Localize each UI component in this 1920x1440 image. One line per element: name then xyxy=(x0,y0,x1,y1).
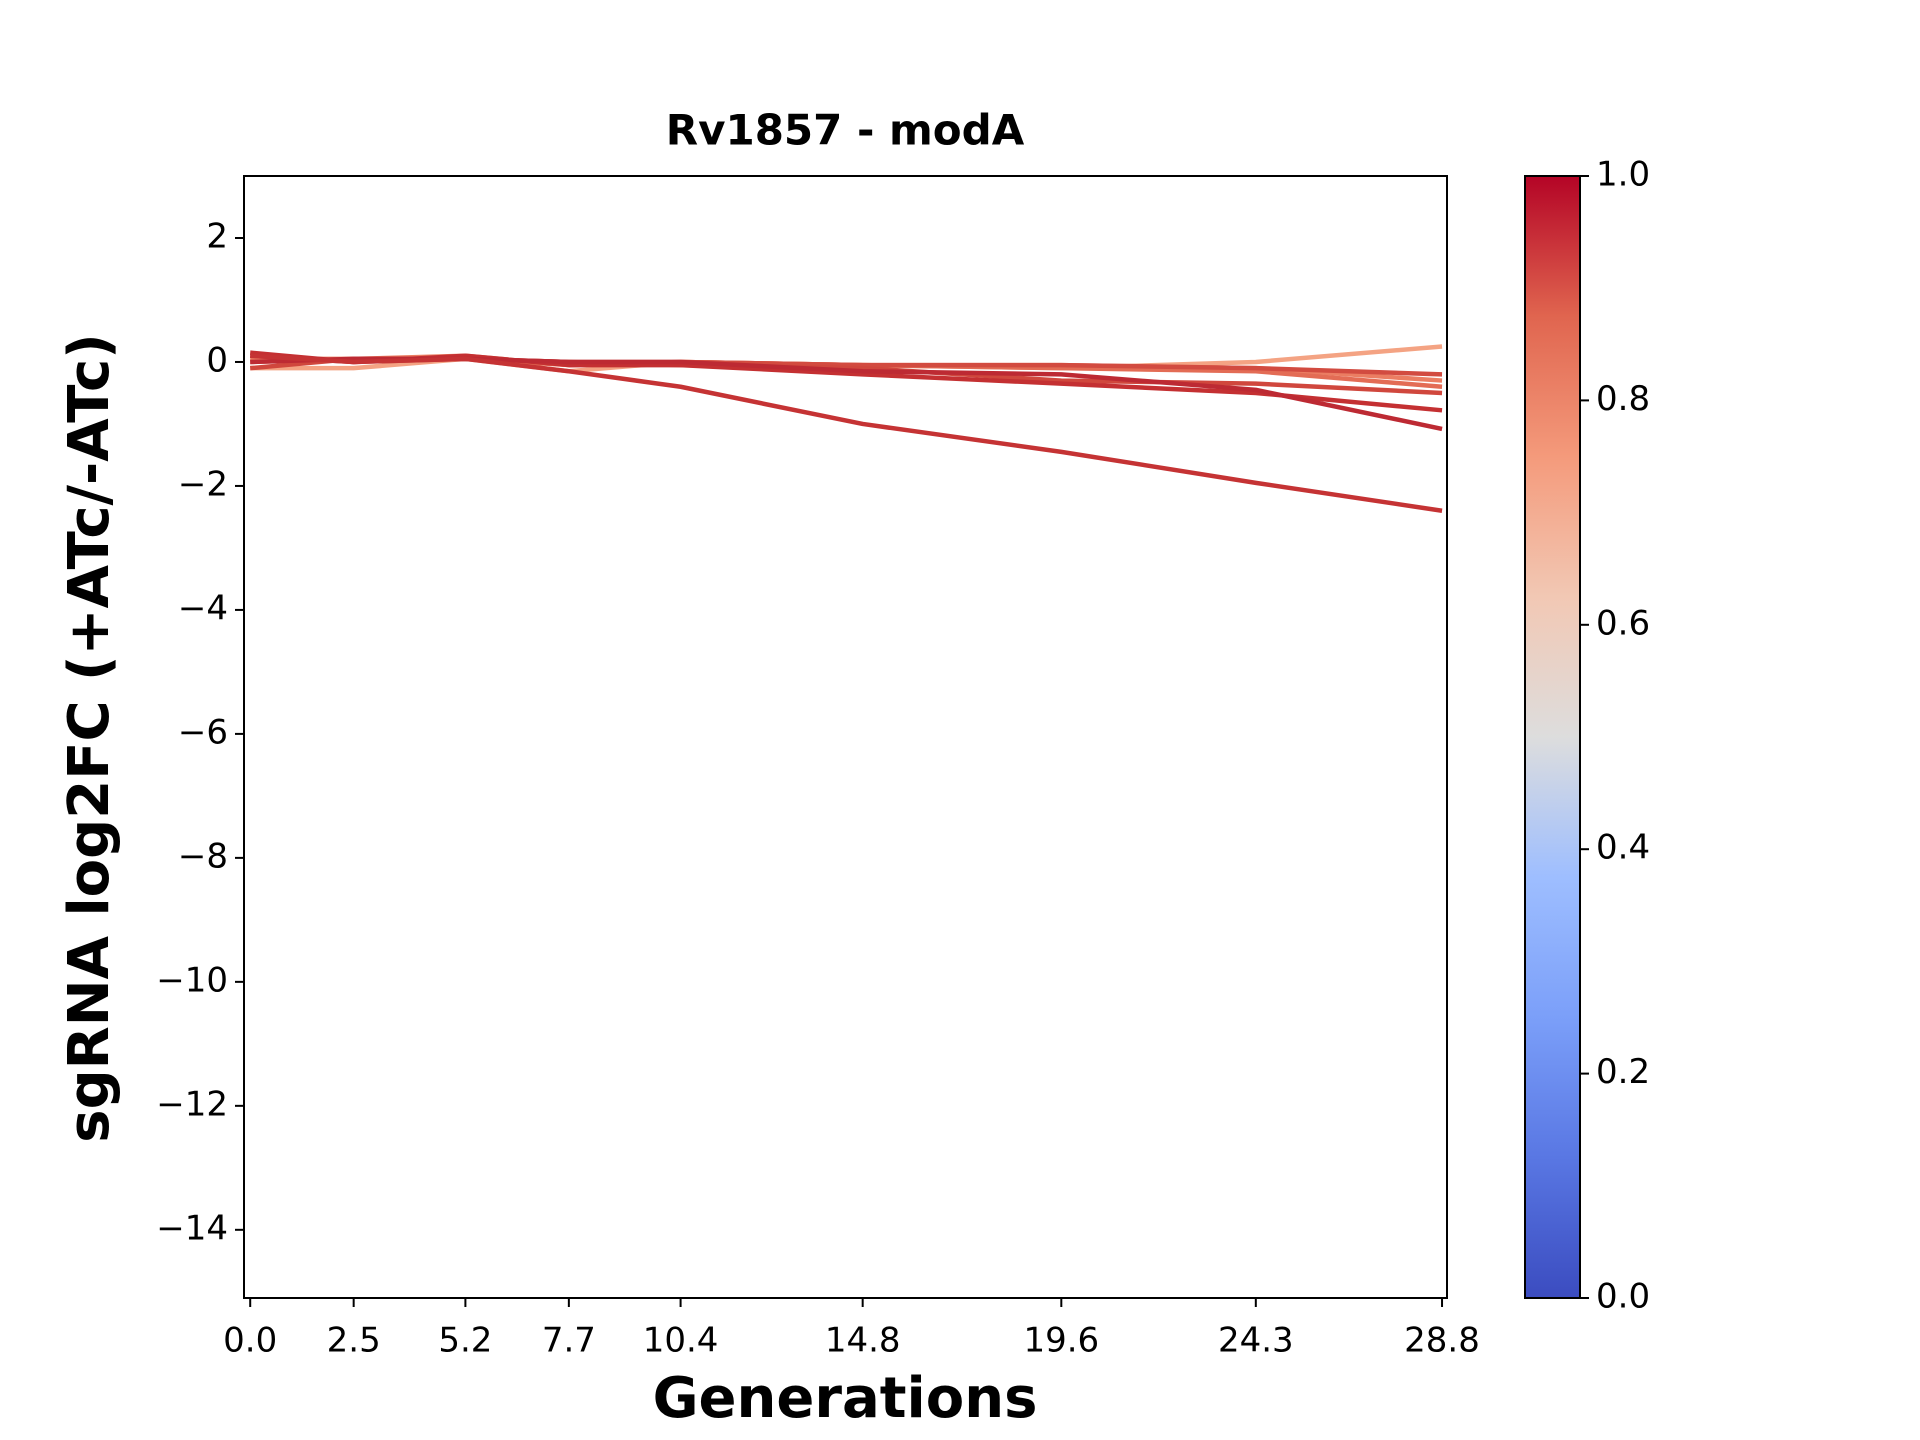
colorbar-frame xyxy=(1524,175,1581,1299)
x-tick-label: 14.8 xyxy=(825,1321,901,1361)
y-tick-label: 0 xyxy=(206,340,228,380)
x-tick-label: 0.0 xyxy=(223,1321,277,1361)
colorbar-tick-label: 0.0 xyxy=(1596,1277,1650,1317)
colorbar-tick-label: 0.4 xyxy=(1596,828,1650,868)
y-tick-label: −12 xyxy=(156,1084,228,1124)
chart-title: Rv1857 - modA xyxy=(666,106,1025,155)
colorbar-tick-label: 0.8 xyxy=(1596,379,1650,419)
y-tick-label: −8 xyxy=(178,836,228,876)
y-tick-label: 2 xyxy=(206,216,228,256)
x-tick-label: 24.3 xyxy=(1218,1321,1294,1361)
x-axis-label: Generations xyxy=(653,1366,1038,1431)
colorbar xyxy=(1525,176,1580,1298)
colorbar-tick-label: 0.2 xyxy=(1596,1052,1650,1092)
x-tick-label: 19.6 xyxy=(1023,1321,1099,1361)
y-tick-label: −2 xyxy=(178,464,228,504)
y-tick-label: −6 xyxy=(178,712,228,752)
y-tick-label: −14 xyxy=(156,1208,228,1248)
y-axis-label: sgRNA log2FC (+ATc/-ATc) xyxy=(57,333,122,1143)
plot-frame xyxy=(243,175,1448,1299)
y-tick-label: −4 xyxy=(178,588,228,628)
x-tick-label: 10.4 xyxy=(643,1321,719,1361)
colorbar-tick-label: 0.6 xyxy=(1596,603,1650,643)
y-tick-label: −10 xyxy=(156,960,228,1000)
x-tick-label: 2.5 xyxy=(327,1321,381,1361)
x-tick-label: 28.8 xyxy=(1404,1321,1480,1361)
series-line xyxy=(250,353,1443,513)
colorbar-tick-label: 1.0 xyxy=(1596,155,1650,195)
x-tick-label: 5.2 xyxy=(438,1321,492,1361)
x-tick-label: 7.7 xyxy=(542,1321,596,1361)
